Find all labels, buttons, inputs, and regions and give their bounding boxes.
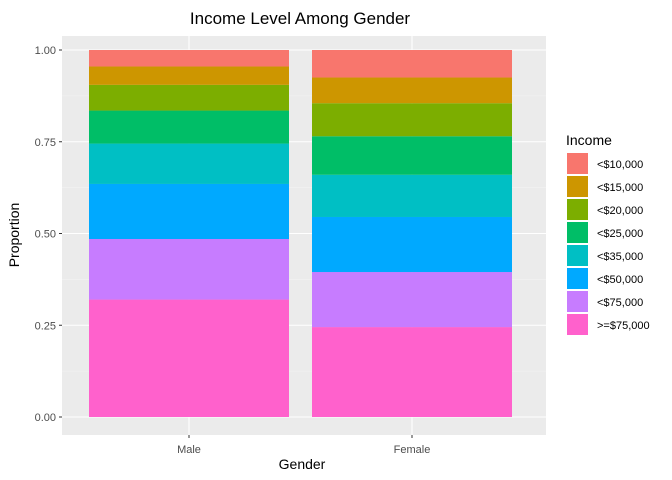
bar-segment — [89, 143, 289, 184]
legend-label: <$10,000 — [597, 159, 643, 171]
x-axis-title: Gender — [279, 456, 326, 472]
y-axis: 0.00 0.25 0.50 0.75 1.00 — [35, 45, 62, 424]
legend-key — [567, 314, 588, 335]
bar-segment — [312, 77, 512, 104]
x-tick-label: Male — [177, 444, 201, 456]
legend-label: <$75,000 — [597, 297, 643, 309]
legend-label: <$50,000 — [597, 274, 643, 286]
legend-label: >=$75,000 — [597, 320, 650, 332]
bar-segment — [89, 183, 289, 240]
y-tick-label: 0.00 — [35, 412, 56, 424]
legend-key — [567, 222, 588, 243]
legend-key — [567, 268, 588, 289]
legend-title: Income — [566, 132, 612, 148]
bar-segment — [312, 327, 512, 417]
y-tick-label: 0.25 — [35, 320, 56, 332]
y-tick-label: 1.00 — [35, 45, 56, 57]
bar-segment — [312, 216, 512, 273]
y-tick-label: 0.50 — [35, 229, 56, 241]
bar-segment — [312, 272, 512, 328]
legend-key — [567, 291, 588, 312]
legend-key — [567, 245, 588, 266]
bar-segment — [89, 66, 289, 85]
bar-segment — [89, 239, 289, 300]
bars — [89, 50, 512, 417]
legend-key — [567, 153, 588, 174]
bar-segment — [312, 174, 512, 217]
y-axis-title: Proportion — [6, 203, 22, 268]
bar-segment — [89, 299, 289, 417]
legend: Income <$10,000 <$15,000 <$20,000 <$25,000 <… — [566, 132, 650, 335]
x-tick-label: Female — [394, 444, 431, 456]
chart-title: Income Level Among Gender — [190, 9, 411, 28]
x-axis: Male Female — [177, 435, 430, 456]
legend-label: <$20,000 — [597, 205, 643, 217]
legend-key — [567, 199, 588, 220]
bar-segment — [89, 110, 289, 144]
bar-segment — [89, 84, 289, 111]
bar-segment — [312, 103, 512, 137]
bar-segment — [312, 50, 512, 78]
bar-segment — [89, 50, 289, 67]
y-tick-label: 0.75 — [35, 137, 56, 149]
legend-key — [567, 176, 588, 197]
legend-label: <$15,000 — [597, 182, 643, 194]
bar-segment — [312, 136, 512, 175]
legend-label: <$35,000 — [597, 251, 643, 263]
legend-label: <$25,000 — [597, 228, 643, 240]
